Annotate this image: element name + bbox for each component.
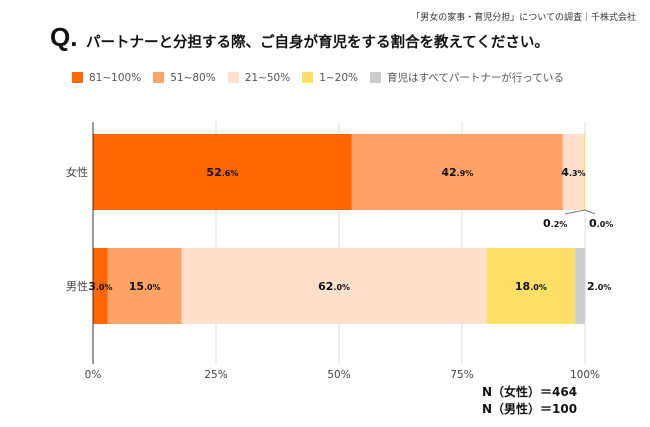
question-mark: Q.: [50, 22, 78, 52]
x-tick-label: 50%: [327, 369, 350, 381]
bar-segment: [181, 248, 487, 324]
legend-item-51-80: 51~80%: [153, 72, 216, 84]
source-caption: 「男女の家事・育児分担」についての調査｜千株式会社: [411, 13, 636, 23]
data-label: 0.0%: [589, 217, 613, 230]
leader-line: [584, 209, 596, 215]
data-label: 0.2%: [543, 217, 567, 230]
sample-size-box: N（女性）＝464 N（男性）＝100: [482, 384, 577, 418]
question-title: パートナーと分担する際、ご自身が育児をする割合を教えてください。: [86, 35, 549, 51]
legend-swatch: [370, 72, 382, 83]
legend-label: 81~100%: [89, 71, 142, 84]
data-label: 15.0%: [129, 280, 161, 293]
data-label: 3.0%: [88, 280, 112, 293]
data-label: 62.0%: [318, 280, 350, 293]
data-label: 2.0%: [587, 280, 611, 293]
bar-segment: [575, 248, 585, 324]
legend-item-21-50: 21~50%: [227, 71, 291, 84]
bar-segment: [351, 134, 563, 210]
chart-legend: 81~100% 51~80% 21~50% 1~20% 育児はすべてパートナーが…: [72, 70, 564, 85]
leader-line: [564, 209, 586, 215]
bar-segment: [93, 248, 108, 324]
bar-segment: [93, 134, 352, 210]
legend-swatch: [153, 72, 165, 83]
legend-item-1-20: 1~20%: [302, 72, 358, 84]
sample-size-female: N（女性）＝464: [482, 385, 578, 399]
legend-swatch: [72, 72, 83, 83]
data-label: 4.3%: [561, 166, 585, 179]
legend-label: 1~20%: [319, 71, 359, 84]
bar-segment: [584, 134, 585, 210]
data-label: 42.9%: [441, 166, 473, 179]
data-label: 18.0%: [515, 280, 547, 293]
x-tick-label: 75%: [450, 369, 473, 381]
bar-segment: [486, 248, 576, 324]
data-label: 52.6%: [206, 166, 238, 179]
sample-size-male: N（男性）＝100: [482, 402, 578, 416]
x-tick-label: 25%: [204, 369, 227, 381]
x-tick-label: 100%: [570, 369, 600, 381]
bar-segment: [562, 134, 585, 210]
legend-label: 育児はすべてパートナーが行っている: [387, 72, 564, 84]
legend-swatch: [302, 72, 314, 83]
legend-swatch: [227, 72, 239, 83]
bar-segment: [107, 248, 182, 324]
legend-label: 21~50%: [244, 71, 291, 84]
row-label: 女性: [66, 165, 88, 179]
x-tick-label: 0%: [85, 369, 102, 381]
row-label: 男性: [66, 279, 88, 293]
legend-label: 51~80%: [170, 71, 216, 84]
legend-item-81-100: 81~100%: [72, 72, 141, 84]
legend-item-partner-all: 育児はすべてパートナーが行っている: [370, 70, 564, 85]
